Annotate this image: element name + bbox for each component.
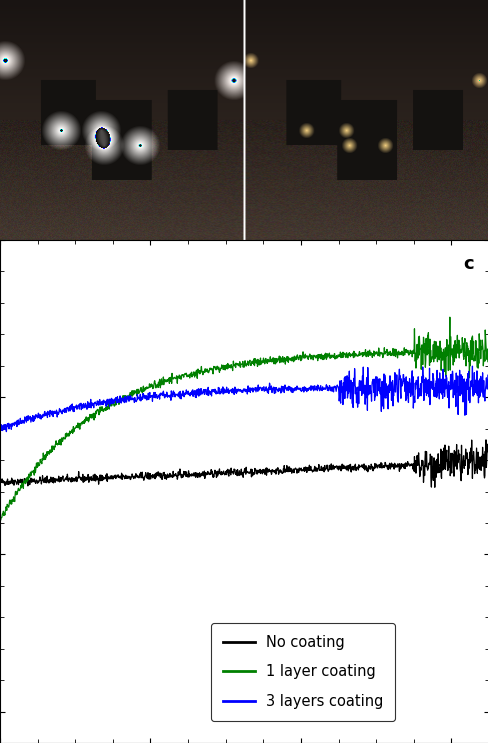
Text: c: c [463,255,473,273]
Legend: No coating, 1 layer coating, 3 layers coating: No coating, 1 layer coating, 3 layers co… [210,623,395,721]
